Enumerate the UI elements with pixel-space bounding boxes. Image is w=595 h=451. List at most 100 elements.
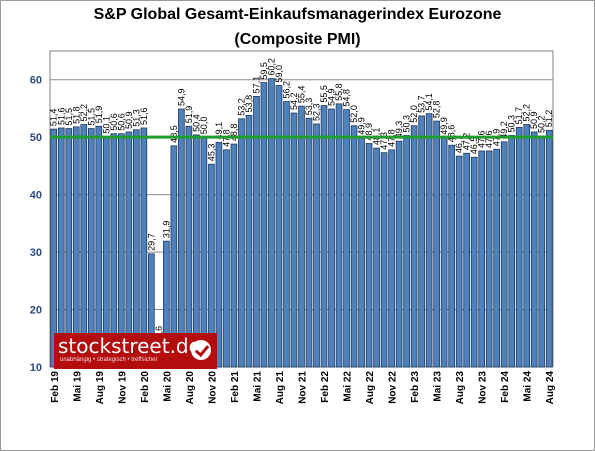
x-tick-label: Aug 22	[365, 371, 376, 405]
data-label: 49,2	[499, 121, 509, 139]
data-label: 50,3	[402, 115, 412, 133]
data-label: 51,8	[71, 106, 81, 124]
bar	[253, 95, 260, 368]
x-tick-label: Mai 22	[343, 371, 354, 402]
data-label: 50,0	[199, 117, 209, 135]
data-label: 46,5	[469, 137, 479, 155]
y-tick-label: 30	[30, 247, 42, 259]
stockstreet-logo: stockstreet.de unabhängig • strategisch …	[54, 333, 217, 369]
bar	[388, 149, 395, 368]
data-label: 52,3	[312, 103, 322, 121]
x-tick-label: Feb 20	[140, 371, 151, 403]
data-label: 49,1	[214, 122, 224, 140]
x-tick-label: Nov 22	[388, 371, 399, 404]
bar	[380, 152, 388, 368]
data-label: 54,1	[424, 93, 434, 111]
bar	[245, 114, 253, 368]
bar	[313, 123, 320, 368]
data-label: 50,2	[537, 116, 547, 134]
data-label: 51,2	[544, 110, 554, 128]
bar	[133, 129, 140, 368]
bar	[178, 108, 185, 368]
x-tick-label: Aug 21	[275, 371, 286, 405]
bar	[358, 137, 365, 368]
data-label: 50,6	[116, 113, 126, 131]
data-label: 48,6	[447, 125, 457, 143]
bar	[320, 105, 328, 368]
data-label: 60,2	[266, 58, 276, 76]
x-tick-label: Aug 20	[185, 371, 196, 405]
data-label: 55,4	[297, 86, 307, 104]
bar	[485, 150, 493, 368]
bar	[463, 152, 470, 368]
x-tick-label: Nov 23	[478, 371, 489, 404]
data-label: 52,0	[409, 105, 419, 123]
data-label: 55,8	[334, 83, 344, 101]
bar	[343, 109, 350, 368]
data-label: 52,0	[349, 105, 359, 123]
data-label: 50,9	[529, 111, 539, 129]
bar	[283, 101, 290, 368]
logo-tagline: unabhängig • strategisch • treffsicher	[60, 357, 158, 363]
x-tick-label: Feb 24	[500, 371, 511, 403]
data-label: 56,2	[281, 81, 291, 99]
data-label: 48,8	[229, 124, 239, 142]
chart-title-line2: (Composite PMI)	[234, 31, 361, 48]
data-label: 48,9	[364, 123, 374, 141]
bar	[50, 128, 58, 368]
x-tick-label: Nov 20	[207, 371, 218, 404]
x-tick-label: Feb 23	[410, 371, 421, 403]
data-label: 53,7	[417, 95, 427, 113]
data-label: 54,8	[342, 89, 352, 107]
bar	[478, 150, 486, 368]
bar	[530, 131, 538, 368]
bar	[500, 141, 508, 368]
data-label: 47,3	[379, 132, 389, 150]
y-tick-label: 60	[30, 75, 42, 87]
data-label: 53,8	[244, 95, 254, 113]
bar	[110, 133, 118, 368]
checkmark-icon	[191, 340, 211, 360]
bar	[290, 112, 298, 368]
bar	[448, 144, 455, 368]
bar	[395, 140, 403, 368]
bar	[65, 128, 73, 368]
data-label: 51,4	[49, 109, 59, 127]
bar	[515, 127, 523, 368]
data-label: 51,5	[64, 108, 74, 126]
data-label: 45,3	[206, 144, 216, 162]
bar	[125, 131, 133, 368]
data-label: 51,7	[514, 107, 524, 125]
data-label: 47,2	[462, 133, 472, 151]
bar	[335, 103, 343, 368]
data-label: 51,9	[184, 106, 194, 124]
x-tick-label: Mai 23	[433, 371, 444, 402]
data-label: 49,3	[394, 121, 404, 139]
x-tick-label: Mai 21	[252, 371, 263, 402]
bar	[425, 113, 433, 368]
bar	[455, 155, 463, 368]
data-label: 29,7	[146, 233, 156, 251]
data-label: 50,4	[191, 114, 201, 132]
bar	[403, 135, 410, 368]
x-tick-label: Feb 19	[50, 371, 61, 403]
data-label: 53,3	[304, 98, 314, 116]
bar	[440, 137, 448, 368]
data-label: 51,6	[56, 107, 66, 125]
bar	[538, 135, 546, 368]
y-tick-label: 40	[30, 190, 42, 202]
x-tick-label: Aug 19	[95, 371, 106, 405]
bar	[238, 118, 245, 368]
data-label: 54,2	[289, 93, 299, 111]
data-label: 50,3	[507, 115, 517, 133]
bar	[80, 124, 88, 368]
bar	[365, 143, 373, 368]
data-label: 55,5	[319, 85, 329, 103]
bar	[57, 127, 65, 368]
bar	[260, 82, 268, 368]
bar	[508, 135, 516, 368]
x-tick-label: Aug 23	[455, 371, 466, 405]
data-label: 51,5	[86, 108, 96, 126]
data-label: 50,1	[101, 116, 111, 134]
